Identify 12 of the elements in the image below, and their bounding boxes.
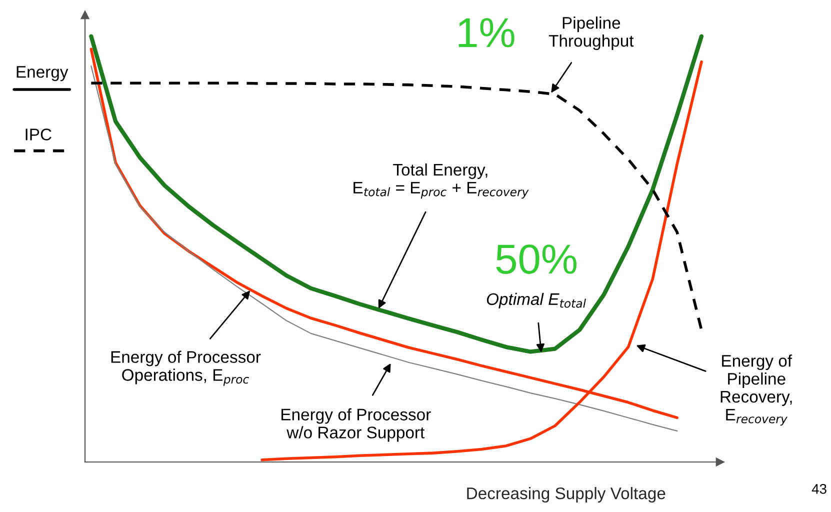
annotation: Energy of Processor Operations, E$_{proc}$ xyxy=(111,350,261,386)
annotation: Energy of Processor w/o Razor Support xyxy=(282,408,431,442)
annotation: Optimal E$_{total}$ xyxy=(486,292,586,308)
x-axis-title: Decreasing Supply Voltage xyxy=(467,487,666,503)
text: Energy xyxy=(16,66,68,82)
text: Total Energy, E$_{total}$ = E$_{proc}$ + E$_{recovery}$ xyxy=(354,163,529,199)
annotation: 1% xyxy=(458,18,514,48)
annotation: 50% xyxy=(496,244,576,274)
text: 43 xyxy=(812,484,826,494)
text: Energy of Pipeline Recovery, E$_{recovery}$ xyxy=(720,354,792,426)
text: IPC xyxy=(26,128,52,140)
annotation: Pipeline Throughput xyxy=(548,16,634,50)
